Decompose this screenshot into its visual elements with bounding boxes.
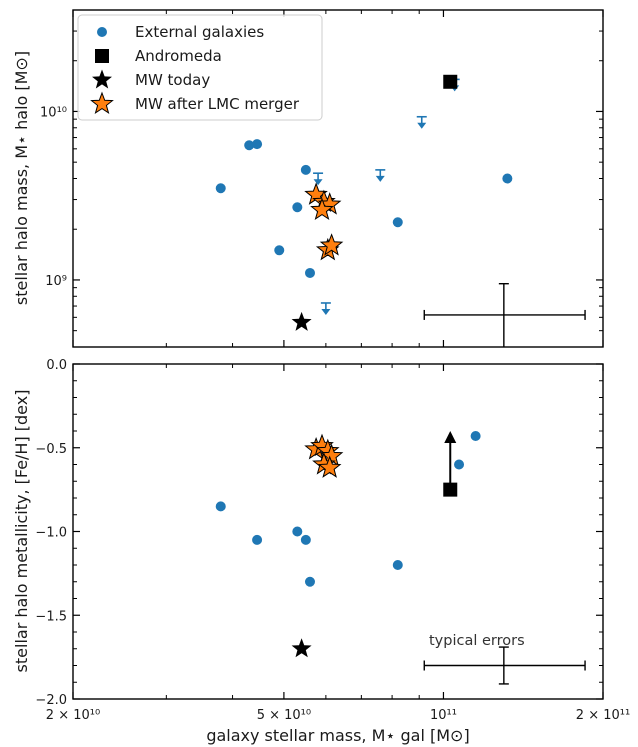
halo-mass-mw-after-lmc-merger-point-3 [310,197,334,221]
halo-mass-mw-after-lmc-merger-point-5 [319,233,344,256]
metallicity-external-galaxies-point-6 [454,459,465,470]
halo-mass-upper-limits-point-3-head [417,122,427,129]
metallicity-ticks: 2 × 10¹⁰ 5 × 10¹⁰ 10¹¹ 2 × 10¹¹ 0.0 −0.5 −1.0 −… [35,358,630,723]
halo-mass-external-galaxies-point-6 [304,267,315,278]
metallicity-axes-frame [72,363,604,700]
metallicity-mw-today-point-0 [291,638,312,658]
metallicity-external-galaxies-point-5 [392,560,403,570]
metallicity-y-tick-label-0: 0.0 [46,358,67,373]
metallicity-mw-after-lmc-merger-point-4 [312,452,336,475]
metallicity-external-galaxies-point-2 [292,526,303,537]
metallicity-external-galaxies-point-4 [304,576,315,587]
halo-mass-external-galaxies-point-1 [244,140,255,151]
metallicity-y-tick-label-3: −1.5 [35,609,67,624]
halo-mass-external-galaxies-point-7 [392,217,403,228]
halo-mass-external-galaxies-point-4 [292,202,303,213]
x-tick-label-1: 5 × 10¹⁰ [257,708,311,723]
metallicity-andromeda-point-0 [443,482,458,497]
metallicity-y-axis-label: stellar halo metallicity, [Fe/H] [dex] [12,390,31,673]
metallicity-mw-after-lmc-merger-point-5 [317,455,342,478]
legend-marker-external-galaxies [97,27,107,37]
metallicity-marks [215,431,586,685]
andromeda-arrow-head [444,431,457,443]
halo-mass-marks [215,74,586,347]
halo-mass-external-galaxies-point-5 [300,164,311,175]
metallicity-y-tick-label-4: −2.0 [35,693,67,708]
legend-label-mw-today: MW today [135,71,210,89]
halo-mass-external-galaxies-point-8 [502,173,513,184]
halo-mass-axes-frame [72,9,604,348]
metallicity-external-galaxies-point-3 [300,534,311,545]
legend-marker-mw-after-lmc-merger [90,91,114,115]
halo-mass-external-galaxies-point-2 [252,139,263,150]
halo-mass-external-galaxies-point-3 [274,245,285,256]
legend: External galaxies Andromeda MW today MW aft… [77,14,323,121]
legend-marker-mw-today [92,69,112,89]
legend-label-andromeda: Andromeda [135,47,222,65]
x-axis-label: galaxy stellar mass, M⋆ gal [M⊙] [206,726,469,745]
metallicity-external-galaxies-point-1 [252,534,263,545]
halo-mass-y-axis-label: stellar halo mass, M⋆ halo [M⊙] [12,51,31,305]
metallicity-external-galaxies-point-7 [470,431,481,442]
halo-mass-y-tick-label-0: 10⁹ [45,274,67,289]
legend-label-external-galaxies: External galaxies [135,23,264,41]
metallicity-y-tick-label-1: −0.5 [35,442,67,457]
metallicity-panel: 2 × 10¹⁰ 5 × 10¹⁰ 10¹¹ 2 × 10¹¹ 0.0 −0.5 −1.0 −… [12,358,630,723]
halo-mass-upper-limits-point-2-head [375,175,385,182]
legend-label-mw-after-lmc-merger: MW after LMC merger [135,95,300,113]
metallicity-y-tick-label-2: −1.0 [35,526,67,541]
x-tick-label-0: 2 × 10¹⁰ [46,708,100,723]
halo-mass-upper-limits-point-1-head [321,308,331,315]
legend-box [77,14,323,121]
halo-mass-upper-limits-point-0-head [313,179,323,186]
halo-mass-external-galaxies-point-0 [215,183,226,194]
metallicity-external-galaxies-point-0 [215,501,226,512]
legend-marker-andromeda [95,49,109,63]
x-tick-label-3: 2 × 10¹¹ [576,708,630,723]
typical-errors-annotation: typical errors [429,633,525,649]
halo-mass-andromeda-point-0 [443,74,458,89]
x-tick-label-2: 10¹¹ [430,708,457,723]
halo-mass-y-tick-label-1: 10¹⁰ [40,105,67,120]
halo-mass-mw-today-point-0 [291,311,312,331]
